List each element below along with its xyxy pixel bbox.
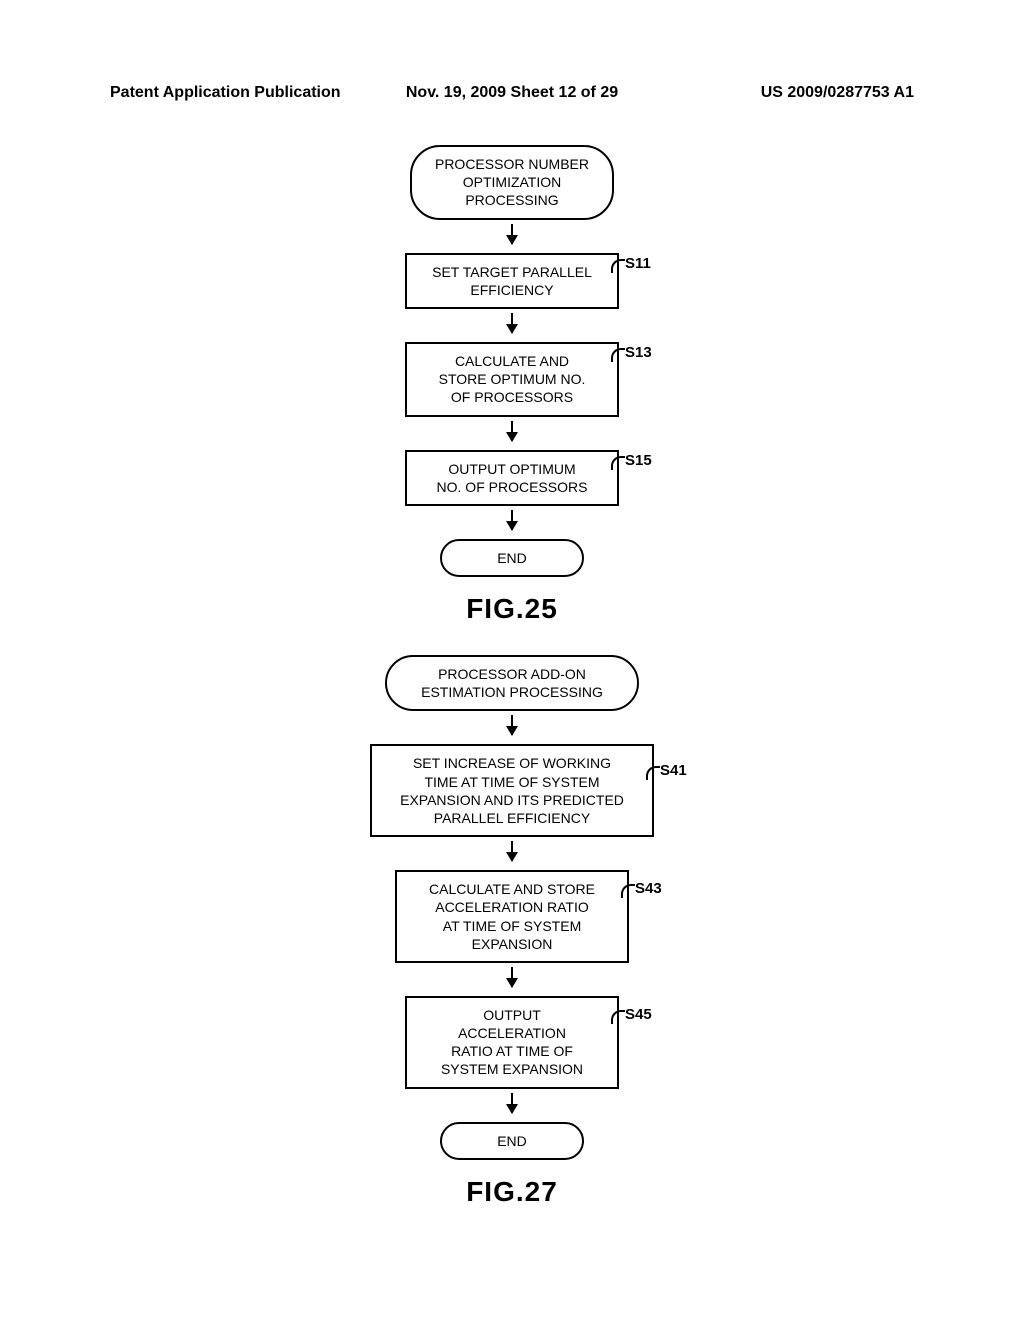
process-box: OUTPUTACCELERATIONRATIO AT TIME OFSYSTEM… — [405, 996, 619, 1089]
arrow-icon — [342, 313, 682, 338]
fig25-step-s11: SET TARGET PARALLELEFFICIENCY S11 — [342, 253, 682, 309]
step-label-text: S15 — [625, 452, 652, 469]
step-label-text: S11 — [625, 255, 651, 272]
fig27-step-s41: SET INCREASE OF WORKINGTIME AT TIME OF S… — [342, 744, 682, 837]
step-label-text: S41 — [660, 762, 687, 779]
step-label-text: S43 — [635, 880, 662, 897]
arrow-icon — [342, 967, 682, 992]
step-label: S11 — [625, 255, 651, 272]
header-center: Nov. 19, 2009 Sheet 12 of 29 — [406, 84, 618, 102]
arrow-icon — [342, 421, 682, 446]
process-box: CALCULATE AND STOREACCELERATION RATIOAT … — [395, 870, 629, 963]
fig27-step-s45: OUTPUTACCELERATIONRATIO AT TIME OFSYSTEM… — [342, 996, 682, 1089]
fig25-step-s13: CALCULATE ANDSTORE OPTIMUM NO.OF PROCESS… — [342, 342, 682, 417]
step-label: S15 — [625, 452, 652, 469]
process-box: SET TARGET PARALLELEFFICIENCY — [405, 253, 619, 309]
arrow-icon — [342, 1093, 682, 1118]
process-box: OUTPUT OPTIMUMNO. OF PROCESSORS — [405, 450, 619, 506]
flowchart-fig27: PROCESSOR ADD-ONESTIMATION PROCESSING SE… — [342, 655, 682, 1208]
flowchart-fig25: PROCESSOR NUMBEROPTIMIZATIONPROCESSING S… — [342, 145, 682, 625]
fig27-caption: FIG.27 — [342, 1176, 682, 1208]
fig25-start-terminator: PROCESSOR NUMBEROPTIMIZATIONPROCESSING — [410, 145, 614, 220]
arrow-icon — [342, 224, 682, 249]
fig27-start-terminator: PROCESSOR ADD-ONESTIMATION PROCESSING — [385, 655, 639, 711]
step-label: S41 — [660, 762, 687, 779]
fig25-end-terminator: END — [440, 539, 584, 577]
header-left: Patent Application Publication — [110, 84, 341, 102]
step-label-text: S45 — [625, 1006, 652, 1023]
process-box: CALCULATE ANDSTORE OPTIMUM NO.OF PROCESS… — [405, 342, 619, 417]
step-label: S45 — [625, 1006, 652, 1023]
fig25-step-s15: OUTPUT OPTIMUMNO. OF PROCESSORS S15 — [342, 450, 682, 506]
arrow-icon — [342, 510, 682, 535]
step-label: S43 — [635, 880, 662, 897]
fig25-caption: FIG.25 — [342, 593, 682, 625]
fig27-end-terminator: END — [440, 1122, 584, 1160]
header-right: US 2009/0287753 A1 — [761, 84, 914, 102]
fig27-step-s43: CALCULATE AND STOREACCELERATION RATIOAT … — [342, 870, 682, 963]
arrow-icon — [342, 715, 682, 740]
step-label: S13 — [625, 344, 652, 361]
arrow-icon — [342, 841, 682, 866]
step-label-text: S13 — [625, 344, 652, 361]
process-box: SET INCREASE OF WORKINGTIME AT TIME OF S… — [370, 744, 654, 837]
page-header: Patent Application Publication Nov. 19, … — [110, 84, 914, 102]
